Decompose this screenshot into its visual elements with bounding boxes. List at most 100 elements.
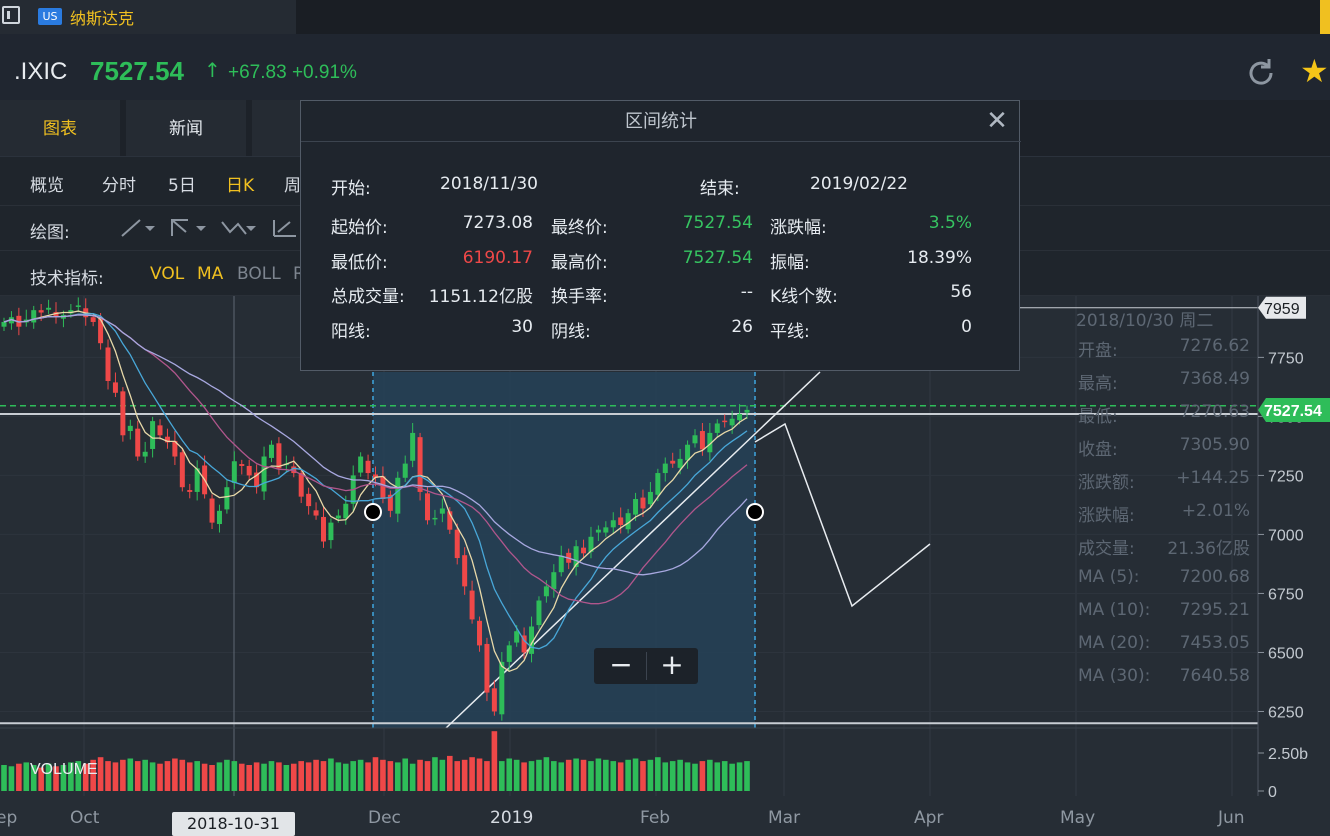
selection-start-handle [364, 503, 382, 521]
candle-body [254, 472, 260, 488]
volume-bar [149, 762, 156, 791]
volume-bar [580, 759, 587, 791]
indicator-boll[interactable]: BOLL [237, 264, 281, 284]
x-label-dec: Dec [368, 808, 401, 828]
volume-bar [402, 758, 409, 791]
x-label-sep: ep [0, 808, 18, 828]
candle-body [105, 347, 111, 381]
candle-body [209, 498, 215, 523]
candle-body [581, 547, 587, 554]
info-label: MA (30): [1078, 666, 1151, 686]
stat-value: 1151.12亿股 [428, 287, 533, 307]
volume-bar [699, 761, 706, 791]
candle-body [216, 510, 222, 525]
volume-bar [335, 762, 342, 791]
volume-bar [684, 762, 691, 791]
candle-body [640, 497, 646, 509]
candle-body [320, 516, 326, 542]
ma30-line [3, 314, 748, 576]
period-intraday[interactable]: 分时 [102, 176, 136, 196]
stat-label: 最终价: [551, 218, 608, 238]
candle-body [454, 529, 460, 559]
period-5day[interactable]: 5日 [168, 176, 196, 196]
volume-bar [476, 758, 483, 791]
channel-tool-icon[interactable] [171, 219, 206, 236]
candle-body [75, 305, 81, 307]
candle-body [633, 499, 639, 515]
volume-bar [528, 761, 535, 791]
volume-bar [439, 759, 446, 791]
period-daily[interactable]: 日K [226, 176, 255, 196]
stat-label: K线个数: [770, 287, 838, 307]
tab-more[interactable] [252, 100, 300, 156]
zoom-in-button[interactable]: + [660, 648, 684, 681]
volume-bar [736, 762, 743, 791]
info-value: 7453.05 [1179, 633, 1250, 653]
stat-label: 起始价: [331, 218, 388, 238]
info-value: 7276.62 [1179, 336, 1250, 356]
volume-bar [721, 761, 728, 791]
market-badge: US [38, 8, 62, 25]
stat-label: 换手率: [551, 287, 608, 307]
close-icon[interactable]: ✕ [986, 106, 1008, 136]
candle-body [298, 473, 304, 497]
end-date: 2019/02/22 [810, 174, 908, 194]
period-weekly[interactable]: 周 [284, 176, 301, 196]
indicator-ma[interactable]: MA [197, 264, 224, 284]
candle-body [1, 321, 7, 327]
candle-body [46, 307, 52, 310]
volume-bar [216, 762, 223, 791]
line-tool-icon[interactable] [121, 219, 155, 237]
tab-news[interactable]: 新闻 [126, 100, 246, 156]
quote-header [0, 34, 1330, 100]
last-price-tag [1258, 398, 1330, 423]
candle-body [625, 513, 631, 530]
volume-bar [677, 759, 683, 791]
stat-label: 最低价: [331, 252, 388, 273]
volume-bar [30, 765, 37, 791]
ma10-line [3, 313, 748, 650]
candle-body [164, 436, 170, 443]
refresh-icon[interactable] [1244, 56, 1278, 90]
volume-bar [1, 765, 7, 791]
candle-body [529, 626, 535, 654]
volume-bar [669, 761, 676, 791]
info-label: 收盘: [1078, 440, 1118, 460]
zoom-out-button[interactable]: − [609, 648, 633, 681]
volume-bar [261, 763, 267, 791]
window-icon[interactable] [2, 6, 20, 24]
wave-tool-icon[interactable] [221, 221, 256, 235]
stat-value: 26 [731, 316, 753, 337]
favorite-star-icon[interactable]: ★ [1300, 52, 1329, 90]
candle-body [677, 458, 683, 468]
candle-body [194, 468, 200, 492]
candle-body [313, 510, 319, 516]
instrument-tab-label[interactable]: 纳斯达克 [70, 9, 135, 28]
end-label: 结束: [700, 179, 740, 199]
x-label-feb: Feb [640, 808, 671, 828]
volume-bar [290, 763, 297, 791]
stat-label: 总成交量: [331, 287, 405, 307]
volume-bar [513, 759, 520, 791]
volume-bar [461, 759, 468, 791]
volume-bar [90, 759, 96, 791]
volume-bar [134, 761, 141, 791]
period-overview[interactable]: 概览 [30, 176, 64, 196]
volume-label: VOLUME [30, 761, 98, 778]
stat-value: -- [740, 282, 753, 302]
indicator-more[interactable]: R [293, 264, 305, 284]
indicator-vol[interactable]: VOL [150, 264, 185, 284]
stat-value: 7527.54 [682, 247, 753, 268]
candle-body [239, 464, 245, 466]
price-tick-label: 6750 [1268, 586, 1304, 603]
stat-value: 30 [511, 316, 533, 337]
tab-chart[interactable]: 图表 [0, 100, 120, 156]
fib-tool-icon[interactable] [273, 220, 296, 237]
candle-body [373, 474, 378, 478]
volume-bar [97, 757, 104, 791]
volume-bar [38, 767, 44, 791]
up-arrow-icon: ↑ [204, 58, 221, 82]
volume-bar [417, 759, 423, 791]
stat-value: 3.5% [928, 213, 972, 233]
candlestick-chart[interactable]: VOLUME62506500675070007250750077502.50b0… [0, 296, 1330, 836]
